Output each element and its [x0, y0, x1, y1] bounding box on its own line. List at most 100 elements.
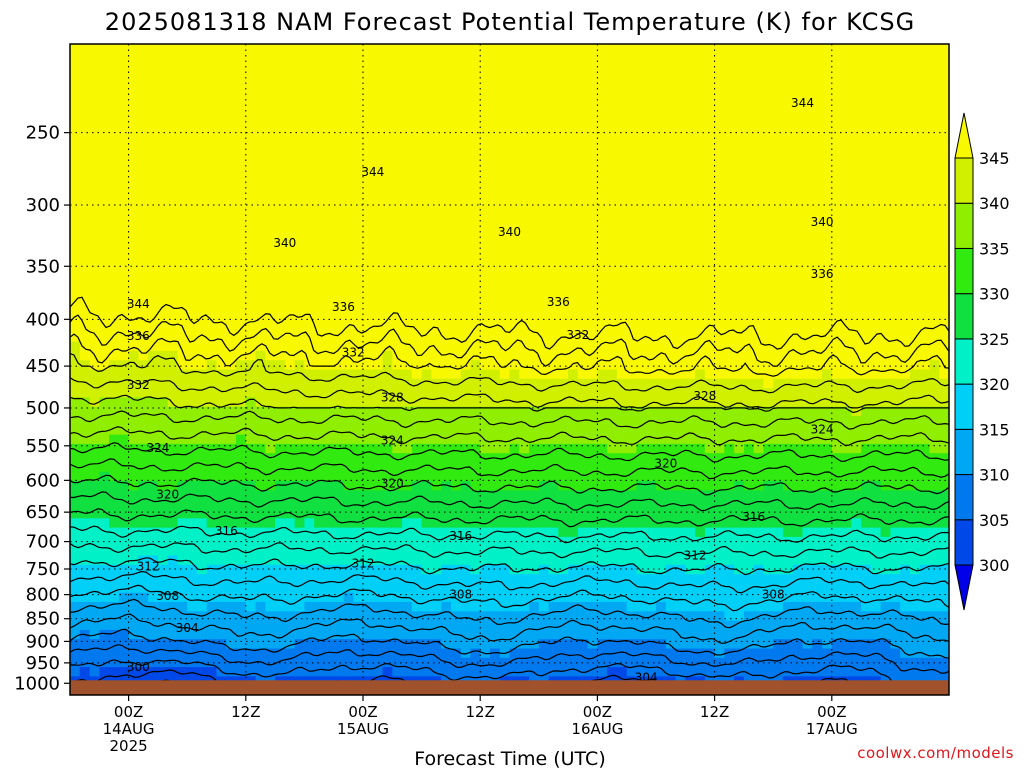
theta-cell — [763, 490, 774, 501]
theta-cell — [646, 192, 657, 203]
theta-cell — [861, 174, 872, 185]
theta-cell — [919, 425, 931, 436]
theta-cell — [470, 397, 481, 408]
theta-cell — [79, 490, 91, 501]
theta-cell — [841, 425, 852, 436]
theta-cell — [558, 248, 569, 259]
theta-cell — [685, 267, 696, 278]
theta-cell — [802, 174, 813, 185]
theta-cell — [402, 527, 413, 538]
theta-cell — [245, 155, 257, 166]
theta-cell — [841, 118, 852, 129]
theta-cell — [870, 434, 882, 445]
theta-cell — [870, 267, 882, 278]
theta-cell — [763, 518, 774, 529]
theta-cell — [206, 239, 218, 250]
theta-cell — [519, 453, 530, 464]
theta-cell — [773, 155, 784, 166]
theta-cell — [402, 146, 413, 157]
theta-cell — [314, 546, 325, 557]
theta-cell — [157, 323, 169, 333]
theta-cell — [353, 509, 364, 519]
theta-cell — [372, 146, 384, 157]
theta-cell — [529, 220, 540, 231]
theta-cell — [890, 341, 901, 352]
theta-cell — [460, 481, 472, 491]
theta-cell — [812, 53, 823, 64]
theta-cell — [900, 313, 911, 324]
theta-cell — [70, 164, 81, 175]
theta-cell — [538, 350, 550, 361]
theta-cell — [431, 536, 442, 547]
theta-cell — [753, 192, 765, 203]
theta-cell — [343, 499, 354, 510]
theta-cell — [714, 416, 725, 426]
theta-cell — [568, 81, 579, 92]
theta-cell — [587, 499, 598, 510]
theta-cell — [470, 285, 481, 296]
theta-cell — [499, 192, 511, 203]
theta-cell — [509, 509, 520, 519]
theta-cell — [675, 174, 686, 185]
theta-cell — [743, 406, 755, 417]
theta-cell — [265, 230, 276, 240]
theta-cell — [792, 490, 804, 501]
theta-cell — [519, 323, 530, 333]
theta-cell — [841, 62, 852, 73]
theta-cell — [519, 44, 530, 54]
theta-cell — [734, 518, 745, 529]
theta-cell — [304, 127, 315, 138]
theta-cell — [548, 471, 559, 482]
theta-cell — [70, 425, 81, 436]
theta-cell — [909, 109, 921, 119]
theta-cell — [724, 323, 735, 333]
theta-cell — [79, 71, 91, 82]
theta-cell — [79, 257, 91, 268]
theta-cell — [265, 239, 276, 250]
theta-cell — [79, 546, 91, 557]
theta-cell — [265, 81, 276, 92]
theta-cell — [831, 90, 843, 101]
theta-cell — [509, 406, 520, 417]
theta-cell — [734, 248, 745, 259]
theta-cell — [196, 388, 208, 398]
theta-cell — [489, 518, 501, 529]
theta-cell — [568, 146, 579, 157]
theta-cell — [187, 546, 198, 557]
theta-cell — [792, 276, 804, 287]
theta-cell — [402, 81, 413, 92]
theta-cell — [323, 443, 335, 454]
theta-cell — [743, 518, 755, 529]
theta-cell — [509, 174, 520, 185]
theta-cell — [919, 388, 931, 398]
theta-cell — [177, 304, 188, 315]
theta-cell — [353, 416, 364, 426]
theta-cell — [831, 99, 843, 110]
theta-cell — [304, 285, 315, 296]
theta-cell — [831, 443, 843, 454]
theta-cell — [79, 388, 91, 398]
theta-cell — [323, 481, 335, 491]
theta-cell — [577, 192, 589, 203]
theta-cell — [919, 369, 931, 380]
theta-cell — [909, 434, 921, 445]
theta-cell — [109, 443, 120, 454]
theta-cell — [695, 499, 706, 510]
theta-cell — [109, 257, 120, 268]
theta-cell — [167, 490, 179, 501]
theta-cell — [470, 518, 481, 529]
theta-cell — [714, 453, 725, 464]
theta-cell — [704, 350, 716, 361]
theta-cell — [489, 285, 501, 296]
theta-cell — [880, 313, 891, 324]
theta-cell — [529, 44, 540, 54]
theta-cell — [529, 397, 540, 408]
theta-cell — [636, 332, 647, 343]
theta-cell — [489, 360, 501, 371]
theta-cell — [411, 350, 423, 361]
theta-cell — [597, 127, 608, 138]
theta-cell — [929, 462, 940, 473]
theta-cell — [109, 239, 120, 250]
theta-cell — [284, 285, 296, 296]
theta-cell — [939, 443, 949, 454]
